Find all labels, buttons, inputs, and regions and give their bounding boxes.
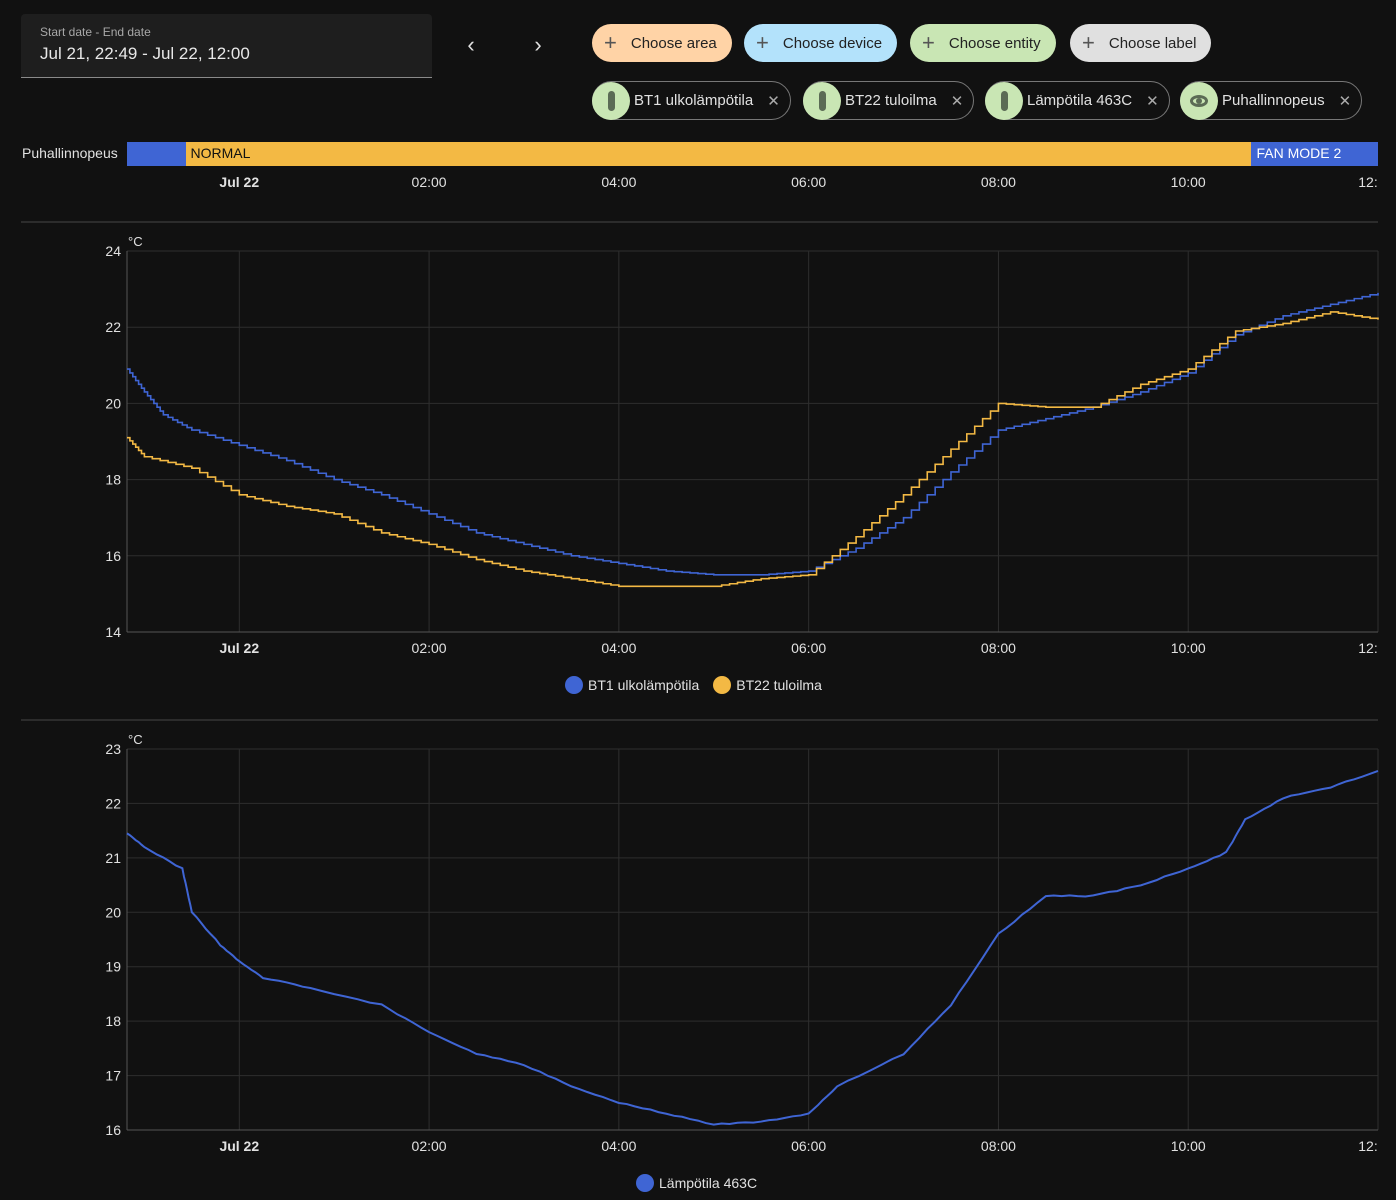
x-tick-label: 02:00 bbox=[412, 1138, 447, 1154]
y-tick-label: 22 bbox=[105, 795, 121, 811]
y-tick-label: 19 bbox=[105, 959, 121, 975]
x-tick-label: 10:00 bbox=[1171, 1138, 1206, 1154]
y-tick-label: 16 bbox=[105, 1122, 121, 1138]
y-tick-label: 23 bbox=[105, 741, 121, 757]
legend-label: Lämpötila 463C bbox=[659, 1175, 757, 1191]
x-tick-label: Jul 22 bbox=[219, 1138, 259, 1154]
y-tick-label: 18 bbox=[105, 1013, 121, 1029]
y-tick-label: 20 bbox=[105, 904, 121, 920]
y-tick-label: 21 bbox=[105, 850, 121, 866]
x-tick-label: 04:00 bbox=[601, 1138, 636, 1154]
legend-item[interactable]: Lämpötila 463C bbox=[636, 1174, 757, 1192]
x-tick-label: 12: bbox=[1358, 1138, 1377, 1154]
legend-dot bbox=[636, 1174, 654, 1192]
y-unit-label: °C bbox=[128, 732, 143, 747]
x-tick-label: 06:00 bbox=[791, 1138, 826, 1154]
y-tick-label: 17 bbox=[105, 1068, 121, 1084]
series-line bbox=[127, 771, 1378, 1125]
chart-2-legend: Lämpötila 463C bbox=[636, 1174, 771, 1192]
x-tick-label: 08:00 bbox=[981, 1138, 1016, 1154]
